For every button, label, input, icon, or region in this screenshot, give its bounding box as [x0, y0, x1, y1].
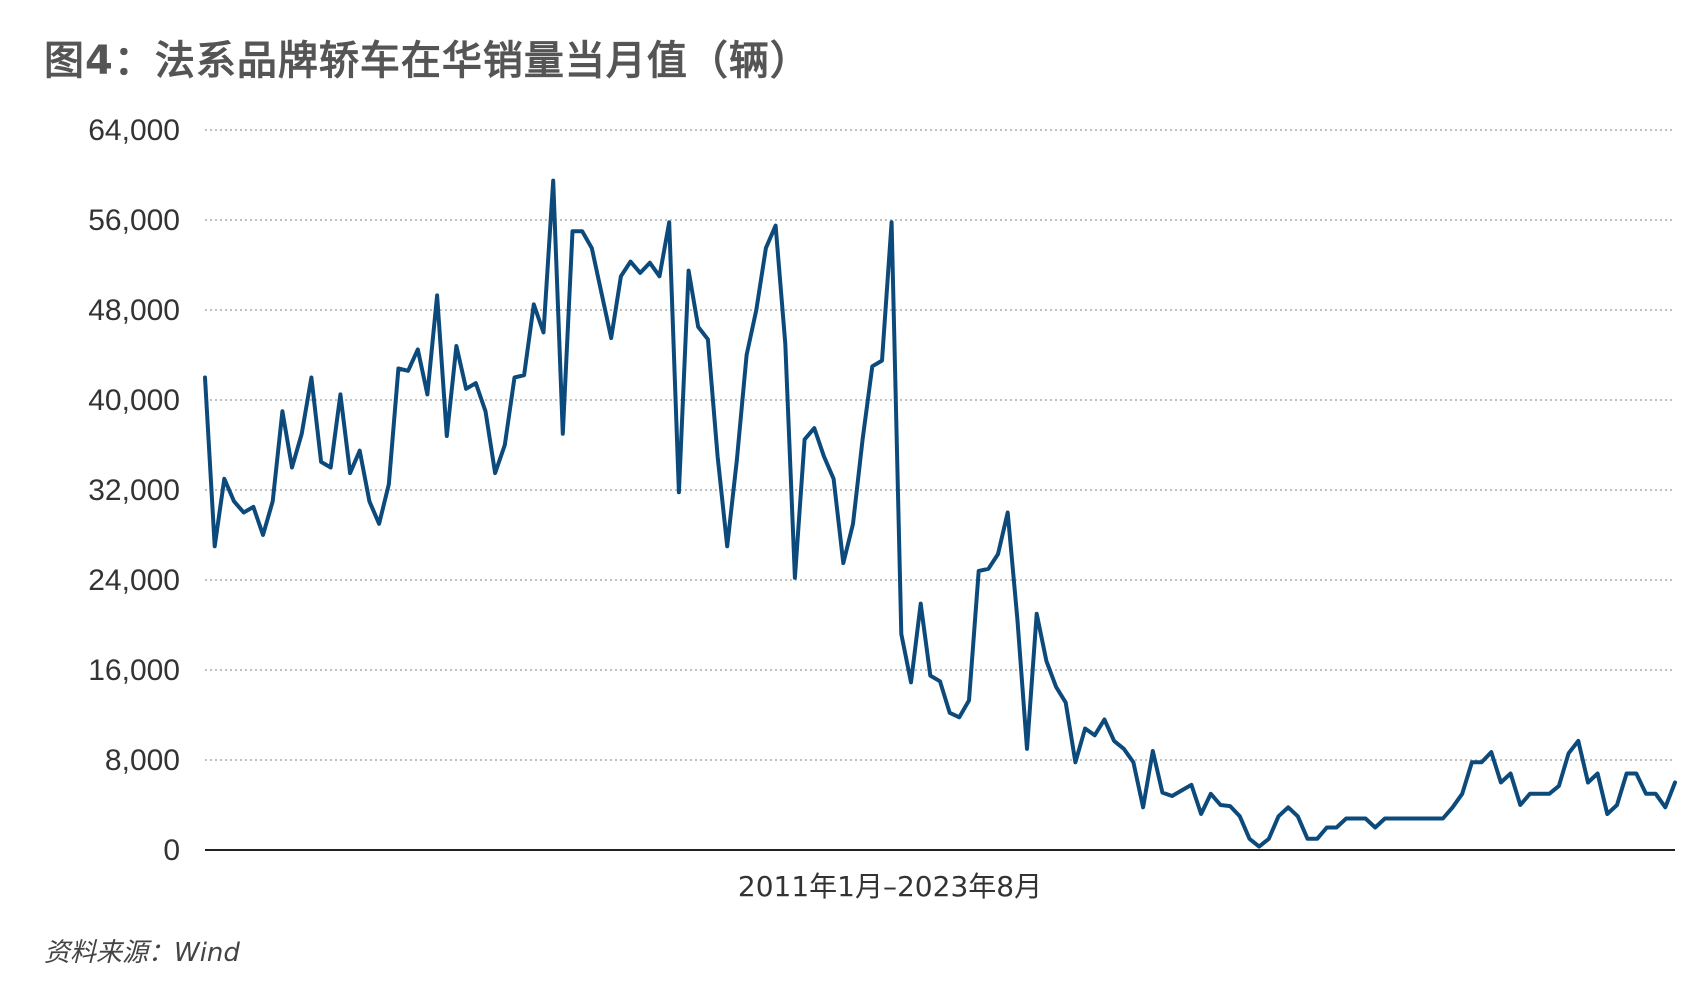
- y-tick-label: 0: [163, 834, 180, 867]
- x-axis-label: 2011年1月–2023年8月: [738, 870, 1042, 903]
- y-tick-label: 32,000: [88, 474, 180, 507]
- gridlines: [205, 129, 1675, 761]
- y-tick-label: 56,000: [88, 204, 180, 237]
- source-note: 资料来源：Wind: [44, 938, 240, 968]
- y-axis-ticks: 0 8,000 16,000 24,000 32,000 40,000 48,000 56,0…: [88, 114, 180, 867]
- y-tick-label: 24,000: [88, 564, 180, 597]
- y-tick-label: 48,000: [88, 294, 180, 327]
- y-tick-label: 64,000: [88, 114, 180, 147]
- y-tick-label: 16,000: [88, 654, 180, 687]
- series-line: [203, 178, 1677, 849]
- y-tick-label: 40,000: [88, 384, 180, 417]
- page-title: 图4：法系品牌轿车在华销量当月值（辆）: [44, 38, 811, 84]
- y-tick-label: 8,000: [105, 744, 180, 777]
